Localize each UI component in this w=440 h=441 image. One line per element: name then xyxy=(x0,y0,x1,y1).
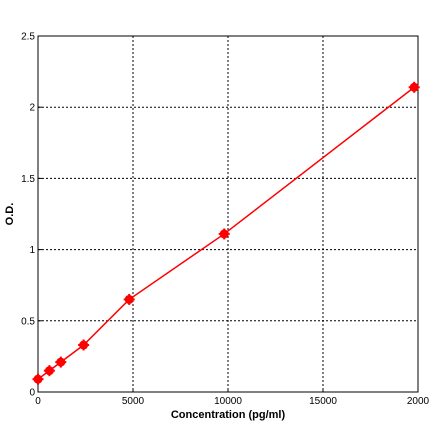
y-tick-label: 2.5 xyxy=(21,32,35,43)
data-series xyxy=(32,81,420,385)
grid-lines xyxy=(38,36,418,392)
y-tick-label: 0 xyxy=(29,388,35,399)
y-tick-label: 1.5 xyxy=(21,174,35,185)
y-tick-label: 0.5 xyxy=(21,316,35,327)
y-axis-title: O.D. xyxy=(4,203,16,226)
x-tick-label: 2000 xyxy=(407,396,430,407)
x-tick-label: 15000 xyxy=(309,396,337,407)
x-axis-title: Concentration (pg/ml) xyxy=(171,409,286,421)
x-tick-label: 10000 xyxy=(214,396,242,407)
y-tick-label: 1 xyxy=(29,245,35,256)
x-tick-label: 0 xyxy=(35,396,41,407)
y-tick-label: 2 xyxy=(29,103,35,114)
x-tick-label: 5000 xyxy=(122,396,145,407)
